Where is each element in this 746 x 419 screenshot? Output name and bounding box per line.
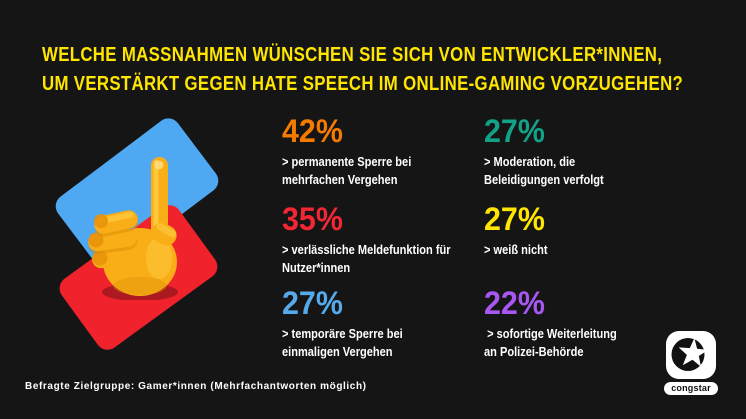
stat-description: > Moderation, die Beleidigungen verfolgt	[484, 154, 604, 187]
congstar-wordmark: congstar	[664, 382, 718, 395]
stat-description: > temporäre Sperre bei einmaligen Vergeh…	[282, 326, 403, 359]
title-line-1: WELCHE MASSNAHMEN WÜNSCHEN SIE SICH VON …	[42, 44, 663, 66]
congstar-logo-icon	[666, 331, 716, 379]
stat-moderation: 27% > Moderation, die Beleidigungen verf…	[484, 115, 625, 189]
stat-reporting-function: 35% > verlässliche Meldefunktion für Nut…	[282, 203, 480, 277]
stat-police-forwarding: 22% > sofortige Weiterleitung an Polizei…	[484, 287, 640, 361]
pointing-hand-icon	[88, 157, 178, 300]
stat-value: 42%	[282, 113, 343, 149]
survey-note: Befragte Zielgruppe: Gamer*innen (Mehrfa…	[25, 381, 367, 392]
stat-temporary-ban: 27% > temporäre Sperre bei einmaligen Ve…	[282, 287, 424, 361]
stat-description: > sofortige Weiterleitung an Polizei-Beh…	[484, 326, 617, 359]
stat-value: 27%	[282, 285, 343, 321]
page-title: WELCHE MASSNAHMEN WÜNSCHEN SIE SICH VON …	[42, 41, 683, 99]
stat-dont-know: 27% > weiß nicht	[484, 203, 559, 259]
stat-description: > verlässliche Meldefunktion für Nutzer*…	[282, 242, 451, 275]
stat-permanent-ban: 42% > permanente Sperre bei mehrfachen V…	[282, 115, 434, 189]
title-line-2: UM VERSTÄRKT GEGEN HATE SPEECH IM ONLINE…	[42, 73, 684, 95]
stat-value: 35%	[282, 201, 343, 237]
stat-value: 22%	[484, 285, 545, 321]
stat-value: 27%	[484, 201, 545, 237]
stat-description: > permanente Sperre bei mehrfachen Verge…	[282, 154, 412, 187]
stat-value: 27%	[484, 113, 545, 149]
stat-description: > weiß nicht	[484, 242, 548, 257]
